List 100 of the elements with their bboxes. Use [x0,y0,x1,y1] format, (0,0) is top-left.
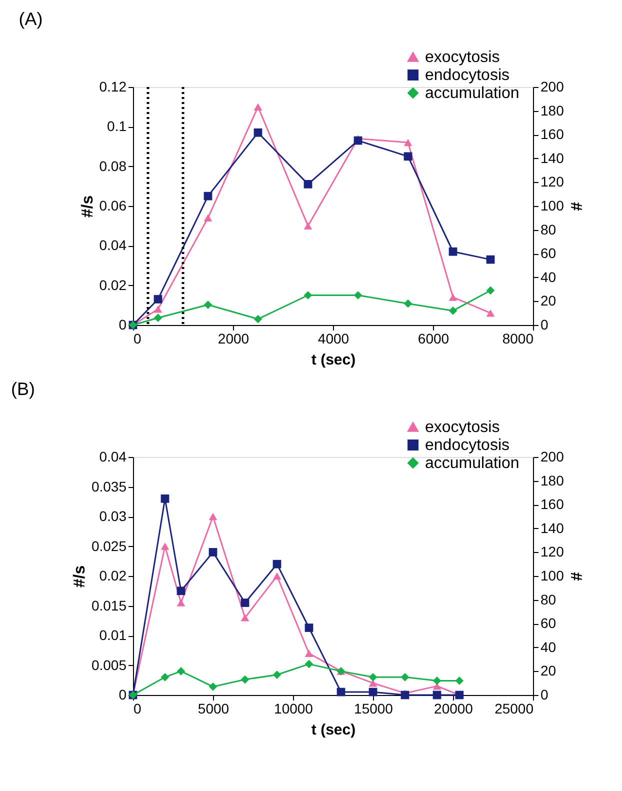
chart-title: (B) [10,379,35,399]
point [448,294,458,301]
x-tick-label: 8000 [502,330,534,346]
x-tick-label: 5000 [198,700,230,716]
point [448,247,458,256]
x-axis-title: t (sec) [311,722,356,738]
point [368,672,378,682]
point [432,676,442,685]
point [400,672,410,682]
y2-tick-label: 20 [540,662,556,679]
x-axis-title: t (sec) [311,352,356,368]
legend-label: accumulation [425,455,520,472]
point [455,676,464,685]
point [432,690,442,700]
point [204,192,212,200]
y2-tick-label: 40 [540,638,556,655]
point [304,624,314,632]
point [160,494,170,503]
x-tick-label: 20000 [434,700,474,716]
point [176,599,186,606]
point [154,295,162,304]
y2-tick-label: 200 [540,78,564,94]
point [204,214,212,222]
point [304,660,314,668]
point [448,306,458,315]
y2-tick-label: 20 [540,292,556,309]
y2-axis-title: # [566,572,584,582]
point [304,180,312,188]
y2-tick-label: 140 [540,520,564,536]
point [204,300,212,309]
y2-tick-label: 60 [540,615,556,632]
point [404,138,412,146]
y-tick-label: 0.08 [99,158,127,174]
point [272,560,282,568]
y-tick-label: 0.04 [99,237,127,254]
point [240,614,250,622]
y-axis-title: #/s [79,195,96,218]
y2-tick-label: 180 [540,472,564,488]
y-tick-label: 0 [118,316,127,332]
point [254,103,262,110]
x-tick-label: 2000 [218,330,250,346]
point [176,586,186,596]
point [354,291,362,300]
y2-tick-label: 180 [540,102,564,118]
point [486,255,495,264]
point [160,542,170,550]
x-tick-label: 4000 [318,330,350,346]
y-tick-label: 0.02 [99,276,127,293]
point [336,688,346,696]
point [304,291,312,300]
y-tick-label: 0.03 [99,508,127,524]
point [272,572,282,580]
point [354,136,362,145]
point [486,309,495,317]
y2-tick-label: 100 [540,568,564,584]
legend-label: accumulation [425,85,520,102]
x-tick-label: 10000 [274,700,314,716]
legend-label: exocytosis [425,49,500,66]
point [160,672,170,682]
y2-tick-label: 120 [540,544,564,560]
y2-axis-title: # [566,202,584,212]
y2-tick-label: 60 [540,245,556,262]
point [240,675,250,684]
y2-tick-label: 140 [540,150,564,166]
y-tick-label: 0.01 [99,627,127,643]
point [208,682,218,691]
point [254,314,262,324]
legend-label: exocytosis [425,419,500,436]
point [404,299,412,308]
y-axis-title: #/s [71,565,88,588]
y2-tick-label: 0 [540,686,548,702]
y-tick-label: 0.02 [99,568,127,584]
point [254,128,262,137]
y-tick-label: 0.025 [91,538,127,554]
y2-tick-label: 200 [540,448,564,464]
point [208,548,218,556]
point [272,670,282,679]
x-tick-label: 6000 [418,330,450,346]
x-tick-label: 15000 [354,700,394,716]
point [154,306,162,313]
chart-title: (A) [18,9,43,29]
y-tick-label: 0 [118,686,127,702]
y-tick-label: 0.06 [99,198,127,214]
x-tick-label: 25000 [494,700,534,716]
point [240,598,250,607]
y-tick-label: 0.005 [91,656,127,673]
y-tick-label: 0.12 [99,78,127,94]
y2-tick-label: 160 [540,496,564,512]
point [208,512,218,520]
y2-tick-label: 80 [540,221,556,238]
point [486,286,495,295]
point [176,667,186,676]
point [400,690,410,700]
x-tick-label: 0 [134,330,142,346]
y-tick-label: 0.035 [91,478,127,494]
y-tick-label: 0.015 [91,597,127,614]
y-tick-label: 0.1 [107,118,127,134]
y2-tick-label: 160 [540,126,564,142]
legend-label: endocytosis [425,437,510,454]
point [154,314,162,322]
